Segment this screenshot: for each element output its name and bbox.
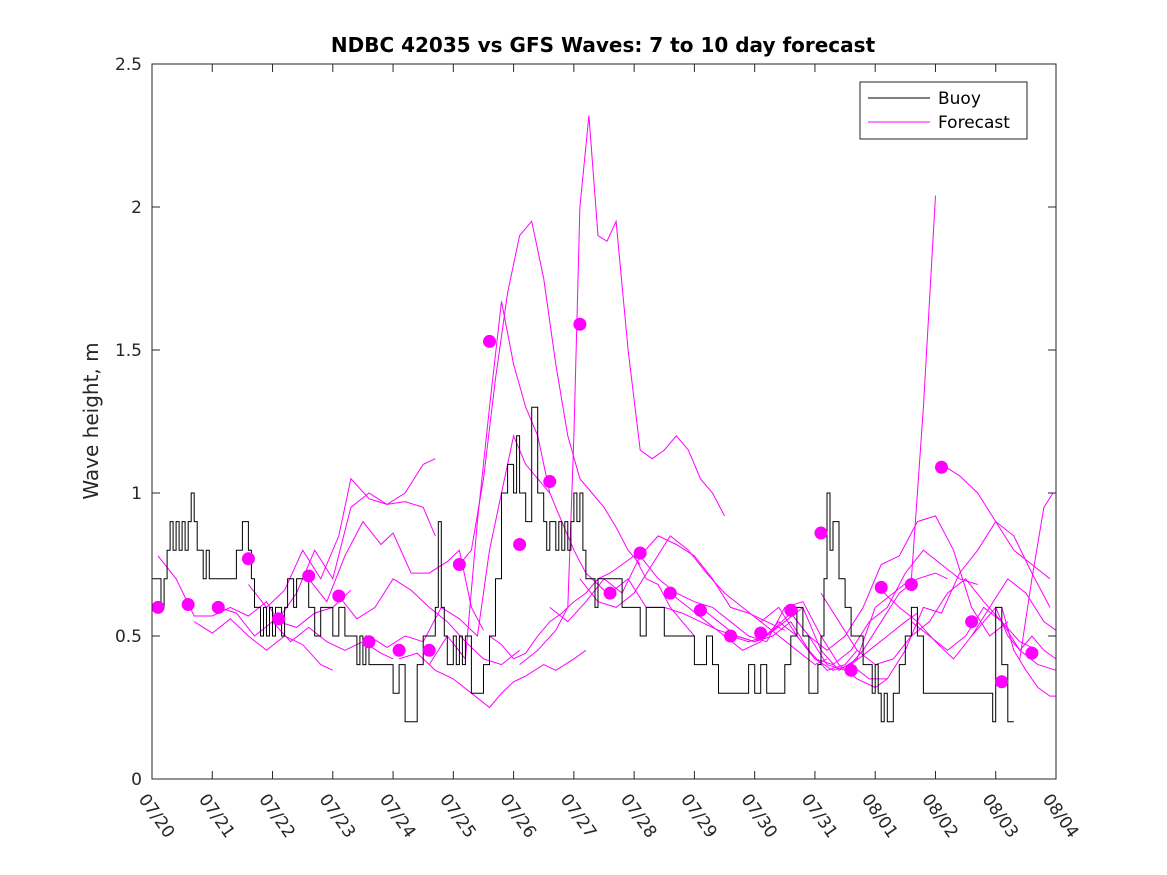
x-tick-label-13: 08/02	[917, 790, 961, 842]
forecast-line-7	[368, 434, 551, 648]
forecast-line-8	[398, 649, 587, 709]
legend: Buoy Forecast	[859, 81, 1028, 140]
x-tick-label-4: 07/24	[375, 790, 419, 842]
forecast-point-19	[724, 629, 738, 643]
y-tick-label-1: 0.5	[115, 627, 142, 647]
forecast-line-29	[1019, 492, 1054, 659]
forecast-point-0	[151, 600, 165, 614]
forecast-line-10	[459, 220, 641, 565]
forecast-point-29	[1025, 646, 1039, 660]
x-tick-label-0: 07/20	[134, 790, 178, 842]
x-tick-label-6: 07/26	[496, 790, 540, 842]
y-tick-label-5: 2.5	[115, 55, 142, 75]
y-axis: 0 0.5 1 1.5 2 2.5	[115, 55, 1056, 790]
forecast-point-17	[663, 586, 677, 600]
x-tick-label-3: 07/23	[315, 790, 359, 842]
x-tick-label-10: 07/30	[737, 790, 781, 842]
forecast-point-4	[272, 612, 286, 626]
legend-forecast-label: Forecast	[938, 113, 1010, 133]
x-tick-label-7: 07/27	[556, 790, 600, 842]
forecast-point-12	[513, 537, 527, 551]
forecast-line-23	[850, 520, 1051, 680]
buoy-line-group	[152, 406, 1014, 723]
forecast-point-16	[633, 546, 647, 560]
forecast-point-9	[422, 643, 436, 657]
forecast-point-22	[814, 526, 828, 540]
forecast-point-27	[965, 615, 979, 629]
forecast-point-1	[181, 598, 195, 612]
y-tick-label-0: 0	[131, 770, 142, 790]
x-tick-label-5: 07/25	[435, 790, 479, 842]
forecast-line-11	[489, 555, 695, 660]
legend-buoy-label: Buoy	[938, 89, 981, 109]
forecast-point-21	[784, 603, 798, 617]
forecast-line-1	[193, 618, 334, 671]
forecast-point-3	[241, 552, 255, 566]
y-tick-label-4: 2	[131, 198, 142, 218]
forecast-line-3	[248, 458, 436, 609]
forecast-point-6	[332, 589, 346, 603]
forecast-line-26	[941, 463, 1051, 580]
forecast-line-9	[428, 301, 611, 665]
forecast-point-8	[392, 643, 406, 657]
forecast-point-11	[482, 334, 496, 348]
forecast-point-28	[995, 675, 1009, 689]
plot-area	[152, 64, 1056, 779]
forecast-point-2	[211, 600, 225, 614]
forecast-point-10	[452, 558, 466, 571]
x-tick-label-15: 08/04	[1038, 790, 1082, 842]
forecast-point-23	[844, 663, 858, 677]
legend-box	[859, 81, 1028, 140]
x-tick-label-12: 08/01	[857, 790, 901, 842]
y-tick-label-2: 1	[131, 484, 142, 504]
forecast-point-7	[362, 635, 376, 649]
forecast-line-25	[911, 606, 1057, 671]
forecast-point-14	[573, 317, 587, 331]
forecast-line-28	[1001, 607, 1056, 697]
chart-title: NDBC 42035 vs GFS Waves: 7 to 10 day for…	[331, 33, 876, 57]
x-tick-label-1: 07/21	[194, 790, 238, 842]
y-tick-label-3: 1.5	[115, 341, 142, 361]
x-tick-label-11: 07/31	[797, 790, 841, 842]
forecast-point-26	[934, 460, 948, 474]
forecast-point-25	[904, 578, 918, 592]
forecast-line-21	[790, 515, 1009, 651]
forecast-points	[151, 317, 1039, 689]
x-tick-label-14: 08/03	[978, 790, 1022, 842]
forecast-line-12	[519, 115, 725, 665]
forecast-point-20	[754, 626, 768, 640]
x-tick-label-2: 07/22	[254, 790, 298, 842]
y-axis-label: Wave height, m	[79, 342, 103, 499]
forecast-point-18	[693, 603, 707, 617]
forecast-line-27	[971, 606, 1057, 660]
x-tick-label-8: 07/28	[616, 790, 660, 842]
forecast-point-24	[874, 580, 888, 594]
forecast-point-13	[543, 475, 557, 489]
buoy-line	[152, 406, 1014, 723]
plot-frame	[151, 63, 1057, 780]
forecast-point-15	[603, 586, 617, 600]
forecast-point-5	[302, 569, 316, 583]
x-tick-label-9: 07/29	[676, 790, 720, 842]
